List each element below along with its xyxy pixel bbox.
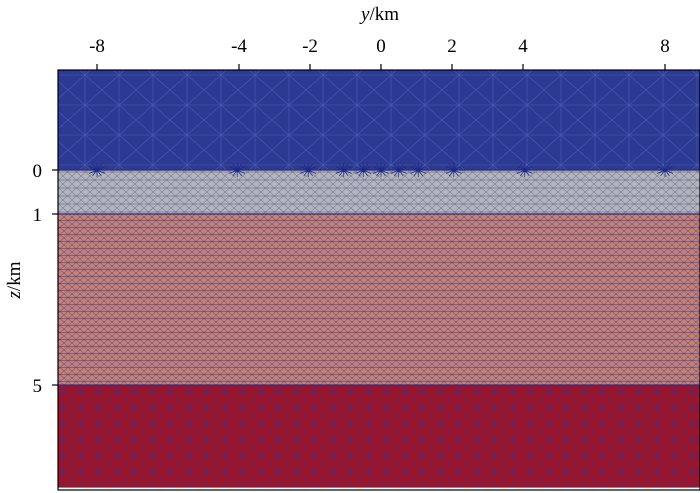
station-marker [334,163,353,177]
station-marker [354,163,373,177]
station-marker [372,163,390,177]
y-tick-label: 0 [33,161,43,182]
layer-2-layer [58,214,700,385]
station-marker [88,163,106,177]
x-tick-label: 4 [518,36,528,57]
station-marker [389,163,408,177]
station-marker [299,163,318,177]
x-tick-label: -4 [231,36,247,57]
subsurface-layers [58,70,700,488]
x-tick-label: 8 [660,36,670,57]
x-tick-label: -2 [302,36,318,57]
x-tick-label: 0 [376,36,386,57]
station-marker [444,163,463,177]
y-tick-label: 5 [33,376,43,397]
x-tick-label: -8 [89,36,105,57]
x-axis-title: y/km [359,4,399,25]
plot-frame [57,69,700,491]
station-marker [409,163,428,177]
y-tick-label: 1 [33,205,43,226]
layer-3-layer [58,385,700,488]
y-axis-ticks: 0 1 5 [33,161,58,397]
station-marker [656,163,674,177]
x-tick-label: 2 [447,36,457,57]
station-markers [88,163,674,177]
layer-1-layer [58,170,700,214]
station-marker [228,163,247,177]
station-marker [515,163,534,177]
y-axis-title: z/km [4,261,25,299]
air-layer [58,70,700,170]
x-axis-ticks: -8 -4 -2 0 2 4 8 [89,36,670,70]
